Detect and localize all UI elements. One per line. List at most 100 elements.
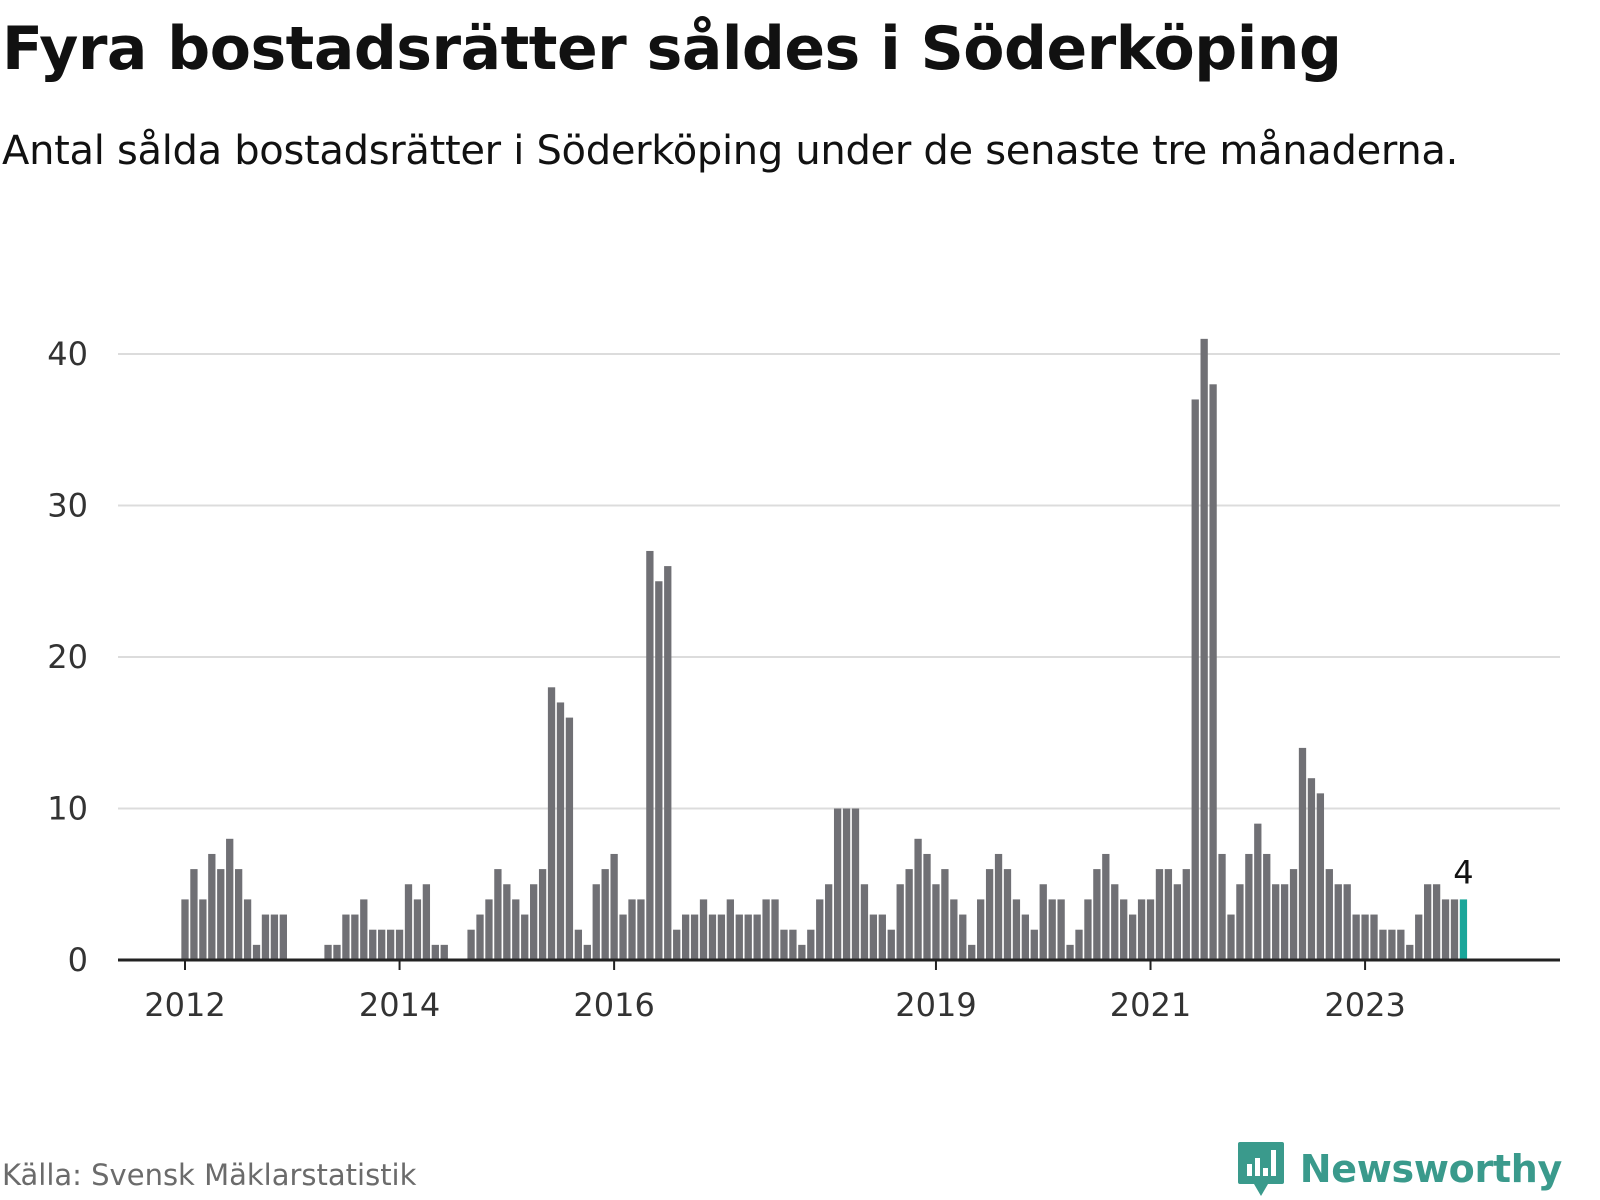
bar [601, 869, 609, 960]
bar [708, 914, 717, 960]
bar [521, 914, 529, 960]
bar [1030, 929, 1038, 960]
bar [512, 899, 520, 960]
bar [1039, 884, 1047, 960]
bar [431, 944, 439, 960]
bar [619, 914, 627, 960]
bar [261, 914, 270, 960]
bar [950, 899, 958, 960]
labels: 0 10 20 30 40 2012 2014 2016 2019 2021 2023 4 [47, 335, 1473, 1024]
bar [780, 929, 788, 960]
x-tick-label: 2016 [573, 986, 654, 1024]
chart-subtitle: Antal sålda bostadsrätter i Söderköping … [2, 128, 1459, 174]
bar [342, 914, 350, 960]
bar [1272, 884, 1280, 960]
bar [1137, 899, 1146, 960]
bar [941, 869, 949, 960]
bar [494, 869, 502, 960]
bar [628, 899, 636, 960]
bar [798, 944, 806, 960]
bar [324, 944, 332, 960]
bar [1343, 884, 1351, 960]
bar [851, 808, 860, 960]
bar [1397, 929, 1405, 960]
bar [565, 717, 574, 960]
y-tick-label: 20 [47, 638, 88, 676]
bar [1066, 944, 1074, 960]
bar [1164, 869, 1173, 960]
y-tick-label: 40 [47, 335, 88, 373]
brand-logo: Newsworthy [1236, 1140, 1562, 1198]
bar [1218, 853, 1226, 960]
bar [422, 884, 431, 960]
last-value-label: 4 [1453, 853, 1473, 891]
highlighted-bar [1459, 899, 1468, 960]
bar [547, 687, 556, 960]
bar [789, 929, 797, 960]
y-tick-label: 30 [47, 487, 88, 525]
bar [1227, 914, 1235, 960]
bar [503, 884, 511, 960]
bar [744, 914, 752, 960]
bar [896, 884, 904, 960]
bar [771, 899, 779, 960]
bar [538, 869, 547, 960]
bar [690, 914, 699, 960]
bar [1075, 929, 1083, 960]
x-tick-label: 2021 [1110, 986, 1191, 1024]
bar [1084, 899, 1092, 960]
bar [1155, 869, 1164, 960]
bar [1182, 869, 1190, 960]
bar [878, 914, 886, 960]
bar [476, 914, 484, 960]
bar [1057, 899, 1065, 960]
bar [1432, 884, 1441, 960]
bar [199, 899, 207, 960]
newsworthy-icon [1237, 1142, 1284, 1196]
bar [1048, 899, 1056, 960]
bar [932, 884, 940, 960]
bar [351, 914, 359, 960]
bar [190, 869, 198, 960]
bar [1263, 853, 1271, 960]
bar [1021, 914, 1030, 960]
bar [1370, 914, 1378, 960]
bar [717, 914, 726, 960]
bar [1424, 884, 1432, 960]
bar [726, 899, 734, 960]
bar [1012, 899, 1021, 960]
x-tick-label: 2012 [144, 986, 225, 1024]
bar [699, 899, 708, 960]
bar [1352, 914, 1360, 960]
y-tick-label: 0 [68, 941, 88, 979]
bar [673, 929, 681, 960]
bar [816, 899, 824, 960]
bar [1254, 823, 1262, 960]
bar [1146, 899, 1155, 960]
bar [735, 914, 743, 960]
bar [592, 884, 600, 960]
grid-lines [118, 353, 1560, 810]
bar [217, 869, 225, 960]
bar [610, 853, 618, 960]
bar [1415, 914, 1423, 960]
bar [1441, 899, 1450, 960]
bar [1191, 399, 1199, 960]
bar [1388, 929, 1396, 960]
bar [485, 899, 493, 960]
bar [753, 914, 761, 960]
bar [1450, 899, 1459, 960]
bar [1173, 884, 1181, 960]
x-tick-label: 2019 [895, 986, 976, 1024]
bar [234, 869, 243, 960]
bar [395, 929, 404, 960]
bar [243, 899, 252, 960]
bar [1298, 747, 1307, 960]
bar [1102, 853, 1110, 960]
bar [825, 884, 833, 960]
x-tick-label: 2023 [1324, 986, 1405, 1024]
bar [1209, 384, 1217, 960]
bar [556, 702, 565, 960]
bar [252, 944, 261, 960]
bar [914, 838, 922, 960]
